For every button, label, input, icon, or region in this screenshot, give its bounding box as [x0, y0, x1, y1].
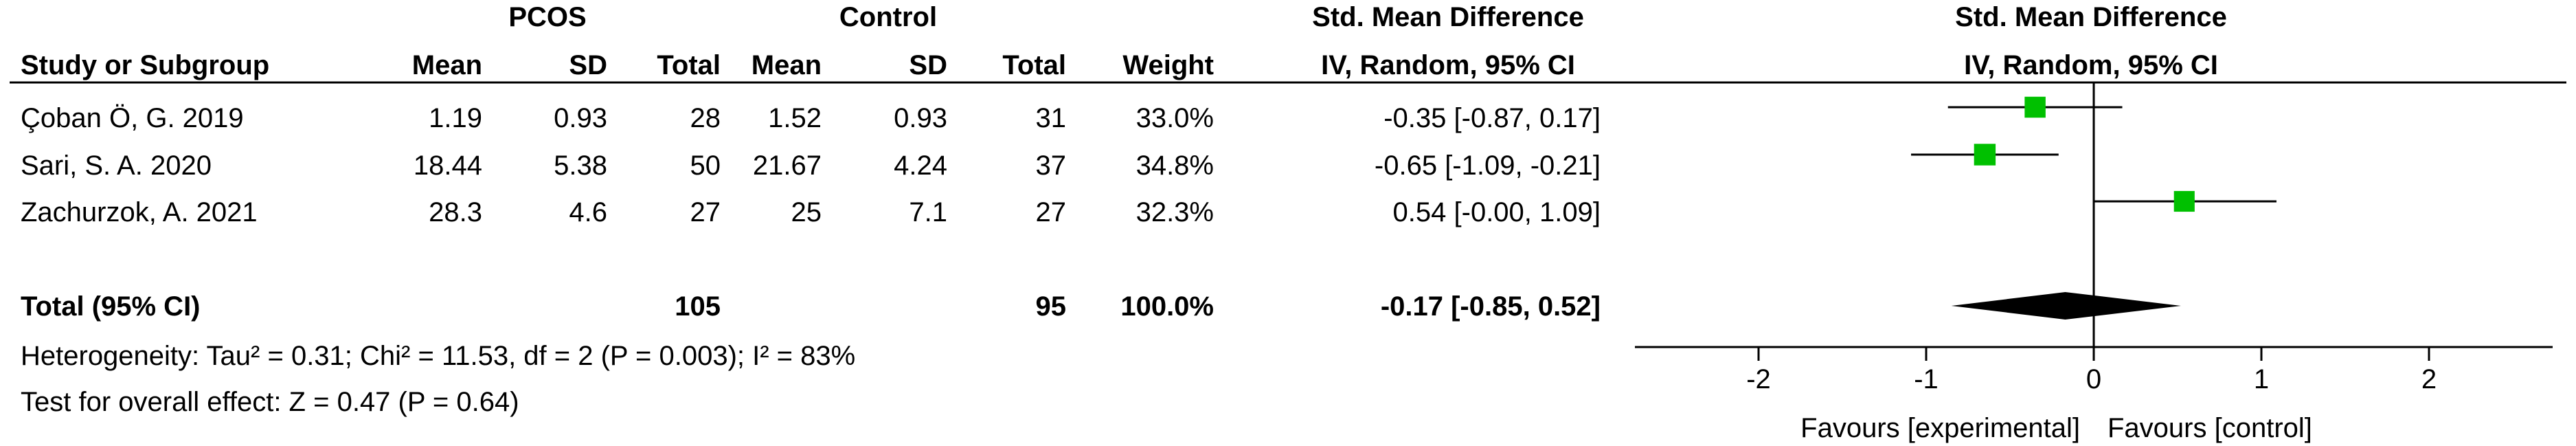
heterogeneity-text: Heterogeneity: Tau² = 0.31; Chi² = 11.53… [21, 341, 855, 371]
plot-area: -2 -1 0 1 2 Favours [experimental] Favours [… [1635, 82, 2553, 443]
plot-marks [1911, 96, 2276, 320]
pooled-estimate-diamond [1951, 292, 2181, 320]
sd-c: 0.93 [894, 103, 947, 133]
sd-e: 5.38 [554, 150, 607, 181]
mean-e: 1.19 [429, 103, 482, 133]
col-mean-e: Mean [412, 50, 482, 80]
sd-e: 0.93 [554, 103, 607, 133]
col-total-c: Total [1002, 50, 1066, 80]
x-tick-label: 2 [2421, 364, 2437, 394]
total-e: 105 [675, 291, 721, 322]
x-tick-label: -1 [1914, 364, 1939, 394]
col-method-text: IV, Random, 95% CI [1321, 50, 1575, 80]
total-c: 31 [1036, 103, 1067, 133]
point-estimate-marker [2173, 190, 2195, 212]
x-axis-ticks: -2 -1 0 1 2 [1746, 347, 2437, 394]
total-e: 28 [690, 103, 721, 133]
total-weight: 100.0% [1120, 291, 1214, 322]
x-tick-label: -2 [1746, 364, 1771, 394]
total-label: Total (95% CI) [21, 291, 201, 322]
mean-e: 18.44 [414, 150, 482, 181]
total-e: 50 [690, 150, 721, 181]
header-pcos: PCOS [508, 2, 586, 32]
mean-c: 1.52 [768, 103, 822, 133]
total-ci-text: -0.17 [-0.85, 0.52] [1381, 291, 1601, 322]
col-sd-c: SD [909, 50, 947, 80]
total-c: 95 [1036, 291, 1067, 322]
study-row: Çoban Ö, G. 2019 1.19 0.93 28 1.52 0.93 … [21, 103, 1601, 133]
favours-experimental-label: Favours [experimental] [1800, 413, 2080, 443]
total-row: Total (95% CI) 105 95 100.0% -0.17 [-0.8… [21, 291, 1601, 322]
col-study: Study or Subgroup [21, 50, 269, 80]
weight: 32.3% [1136, 197, 1214, 227]
col-sd-e: SD [569, 50, 607, 80]
x-tick-label: 1 [2254, 364, 2269, 394]
ci-text: 0.54 [-0.00, 1.09] [1393, 197, 1601, 227]
mean-c: 21.67 [753, 150, 822, 181]
ci-text: -0.35 [-0.87, 0.17] [1383, 103, 1601, 133]
total-c: 37 [1036, 150, 1067, 181]
weight: 34.8% [1136, 150, 1214, 181]
header-effect-text: Std. Mean Difference [1312, 2, 1584, 32]
col-mean-c: Mean [752, 50, 822, 80]
study-name: Zachurzok, A. 2021 [21, 197, 258, 227]
header-effect-plot: Std. Mean Difference [1955, 2, 2227, 32]
weight: 33.0% [1136, 103, 1214, 133]
study-row: Sari, S. A. 2020 18.44 5.38 50 21.67 4.2… [21, 150, 1601, 181]
point-estimate-marker [1974, 144, 1996, 166]
x-tick-label: 0 [2086, 364, 2101, 394]
sd-c: 4.24 [894, 150, 947, 181]
study-name: Çoban Ö, G. 2019 [21, 103, 244, 133]
total-e: 27 [690, 197, 721, 227]
point-estimate-marker [2024, 96, 2046, 118]
total-c: 27 [1036, 197, 1067, 227]
ci-text: -0.65 [-1.09, -0.21] [1375, 150, 1601, 181]
study-name: Sari, S. A. 2020 [21, 150, 212, 181]
col-total-e: Total [657, 50, 721, 80]
mean-c: 25 [791, 197, 822, 227]
sd-e: 4.6 [569, 197, 607, 227]
header-control: Control [839, 2, 937, 32]
col-method-plot: IV, Random, 95% CI [1964, 50, 2218, 80]
study-row: Zachurzok, A. 2021 28.3 4.6 27 25 7.1 27… [21, 197, 1601, 227]
overall-effect-text: Test for overall effect: Z = 0.47 (P = 0… [21, 387, 519, 417]
sd-c: 7.1 [909, 197, 947, 227]
favours-control-label: Favours [control] [2108, 413, 2312, 443]
col-weight: Weight [1122, 50, 1214, 80]
mean-e: 28.3 [429, 197, 482, 227]
